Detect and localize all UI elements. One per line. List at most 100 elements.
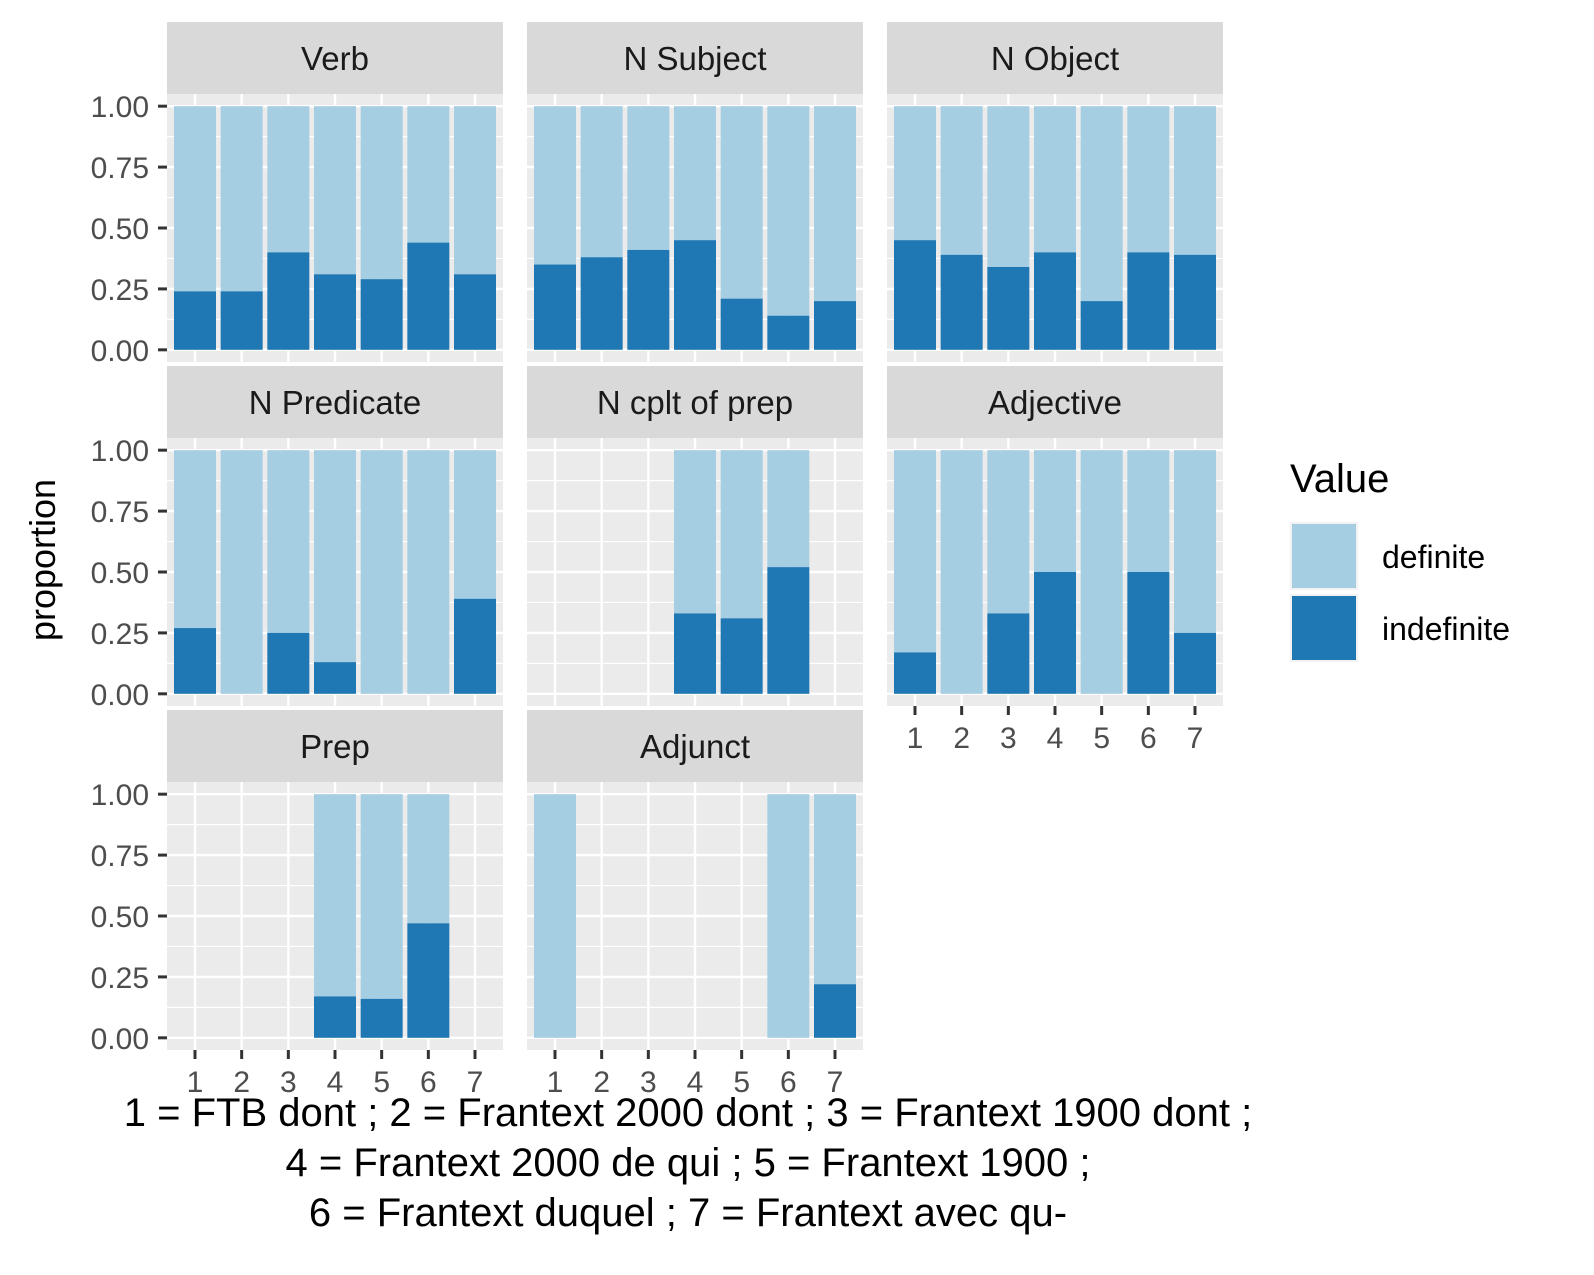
bar-indefinite: [1080, 301, 1123, 350]
bar-definite: [1034, 450, 1076, 572]
bar-definite: [767, 106, 810, 316]
y-axis-label: proportion: [22, 479, 63, 641]
bar-definite: [767, 450, 810, 568]
y-tick-label: 0.00: [91, 335, 149, 368]
legend-key-definite: [1292, 524, 1356, 588]
bar-definite: [314, 450, 356, 663]
bar-indefinite: [987, 613, 1030, 694]
bar-indefinite: [1174, 632, 1216, 694]
x-tick-label: 3: [280, 1066, 297, 1099]
bar-definite: [360, 106, 403, 280]
bar-definite: [1080, 106, 1123, 302]
x-tick-label: 6: [780, 1066, 797, 1099]
caption-line-3: 6 = Frantext duquel ; 7 = Frantext avec …: [308, 1191, 1068, 1235]
bar-indefinite: [674, 613, 716, 694]
bar-definite: [580, 106, 623, 258]
bar-indefinite: [407, 923, 450, 1038]
y-tick-label: 0.50: [91, 213, 149, 246]
bar-definite: [987, 450, 1030, 614]
y-tick-label: 0.25: [91, 274, 149, 307]
caption: 1 = FTB dont ; 2 = Frantext 2000 dont ; …: [0, 1088, 1376, 1238]
x-tick-label: 4: [327, 1066, 344, 1099]
x-tick-label: 6: [1140, 722, 1157, 755]
bar-definite: [220, 450, 263, 694]
legend-label: definite: [1382, 539, 1485, 575]
bar-definite: [894, 450, 936, 653]
panel-strip: [167, 22, 503, 94]
y-tick-label: 1.00: [91, 435, 149, 468]
bar-indefinite: [940, 254, 983, 350]
caption-line-2: 4 = Frantext 2000 de qui ; 5 = Frantext …: [285, 1141, 1091, 1185]
panel-n-object: N Object: [887, 22, 1223, 362]
panel-verb: Verb 0.00 0.25 0.50 0.75 1.00: [91, 22, 503, 368]
bar-definite: [987, 106, 1030, 267]
caption-line-1: 1 = FTB dont ; 2 = Frantext 2000 dont ; …: [123, 1091, 1253, 1135]
panel-strip: [527, 710, 863, 782]
x-tick-label: 2: [233, 1066, 250, 1099]
bar-indefinite: [720, 618, 763, 694]
bar-indefinite: [534, 264, 576, 350]
bar-indefinite: [674, 240, 716, 350]
panel-strip: [527, 366, 863, 438]
bar-definite: [1174, 106, 1216, 255]
bar-definite: [1127, 450, 1170, 572]
bar-indefinite: [454, 274, 496, 350]
x-tick-label: 3: [640, 1066, 657, 1099]
bar-indefinite: [1127, 572, 1170, 694]
bar-indefinite: [360, 279, 403, 350]
x-tick-label: 1: [547, 1066, 564, 1099]
panel-title: N Predicate: [249, 384, 421, 421]
x-tick-label: 3: [1000, 722, 1017, 755]
panel-n-predicate: N Predicate 0.00 0.25 0.50 0.75 1.00: [91, 366, 503, 712]
bar-indefinite: [407, 242, 450, 350]
x-tick-label: 7: [1187, 722, 1204, 755]
bar-indefinite: [454, 598, 496, 694]
y-tick-label: 0.00: [91, 679, 149, 712]
bar-definite: [814, 794, 856, 985]
bar-definite: [894, 106, 936, 241]
bar-definite: [360, 450, 403, 694]
bar-indefinite: [1174, 254, 1216, 350]
y-tick-label: 0.50: [91, 901, 149, 934]
bar-indefinite: [627, 249, 670, 350]
bar-indefinite: [894, 652, 936, 694]
bar-definite: [814, 106, 856, 302]
panel-strip: [167, 710, 503, 782]
bar-definite: [174, 450, 216, 629]
bar-definite: [407, 106, 450, 243]
bar-definite: [314, 106, 356, 275]
bar-definite: [267, 450, 310, 633]
legend: Value definite indefinite: [1290, 457, 1510, 662]
bar-definite: [454, 106, 496, 275]
panel-title: N Object: [991, 40, 1119, 77]
legend-label: indefinite: [1382, 611, 1510, 647]
x-tick-label: 2: [593, 1066, 610, 1099]
bar-definite: [360, 794, 403, 999]
y-tick-label: 0.00: [91, 1023, 149, 1056]
bar-definite: [534, 106, 576, 265]
bar-definite: [314, 794, 356, 997]
bar-indefinite: [174, 291, 216, 350]
panel-title: Verb: [301, 40, 369, 77]
bar-indefinite: [814, 301, 856, 350]
x-tick-label: 1: [187, 1066, 204, 1099]
bar-definite: [407, 450, 450, 694]
bar-indefinite: [267, 252, 310, 350]
panel-title: Adjunct: [640, 728, 750, 765]
x-tick-label: 7: [827, 1066, 844, 1099]
panel-title: Adjective: [988, 384, 1122, 421]
bar-indefinite: [314, 274, 356, 350]
bar-indefinite: [814, 984, 856, 1038]
bar-definite: [1174, 450, 1216, 633]
y-tick-label: 0.75: [91, 152, 149, 185]
bar-definite: [1127, 106, 1170, 253]
bar-definite: [720, 106, 763, 299]
bar-indefinite: [894, 240, 936, 350]
bar-indefinite: [220, 291, 263, 350]
panel-strip: [167, 366, 503, 438]
x-tick-label: 6: [420, 1066, 437, 1099]
x-tick-label: 5: [1093, 722, 1110, 755]
bar-indefinite: [987, 266, 1030, 350]
panel-adjective: Adjective 1 2 3 4 5 6 7: [887, 366, 1223, 755]
